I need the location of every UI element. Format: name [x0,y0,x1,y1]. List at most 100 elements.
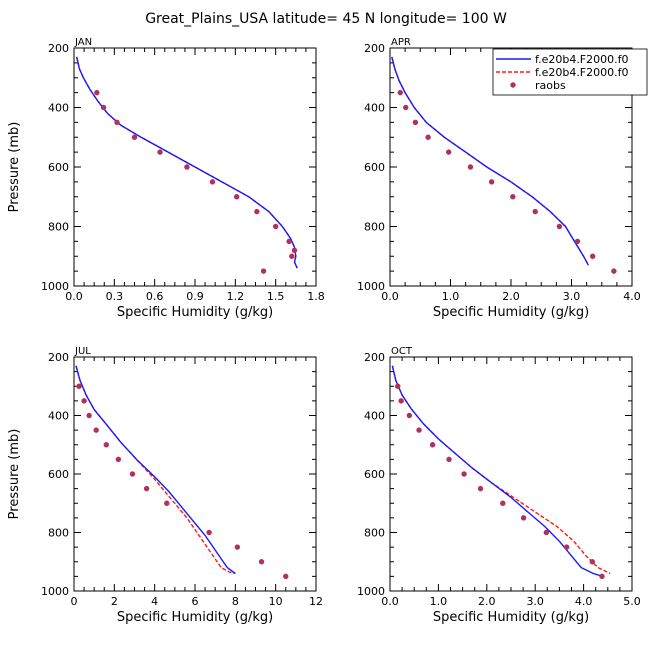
x-tick-label: 6 [192,595,199,608]
model-line-solid [75,365,236,575]
x-tick-label: 3.0 [563,290,581,303]
raobs-point [115,456,122,463]
raobs-point [129,471,136,477]
model-line-solid [391,365,604,578]
panel-jan: JAN 0.0 0.3 0.6 0.9 1.2 1.5 1.8 200 400 600 800 1000… [7,37,325,320]
y-tick-label: 800 [364,221,385,234]
y-tick-label: 1000 [41,585,69,598]
raobs-point [286,238,292,245]
y-tick-label: 1000 [357,280,385,293]
raobs-point [532,208,538,215]
y-tick-label: 800 [48,221,69,234]
raobs-point [100,104,107,111]
raobs-point [143,485,150,492]
x-axis-label: Specific Humidity (g/kg) [433,305,589,320]
x-tick-label: 12 [309,595,323,608]
raobs-point [234,544,241,550]
raobs-point [574,238,581,245]
y-tick-label: 800 [364,527,385,540]
legend-box [492,48,648,96]
raobs-point [589,559,596,565]
y-tick-label: 200 [364,351,385,364]
panel-jul: JUL 0 2 4 6 8 10 12 200 400 600 800 1000 Specific Hum… [7,346,323,625]
raobs-point [164,500,170,506]
y-axis-label: Pressure (mb) [7,429,22,520]
model-line-dashed [391,365,611,575]
x-tick-label: 1.0 [430,595,448,608]
legend-marker [510,82,516,88]
x-tick-label: 1.8 [307,290,325,303]
model-line-solid [391,56,590,266]
raobs-point [283,573,289,580]
x-tick-label: 3.0 [526,595,544,608]
y-tick-label: 600 [48,161,69,174]
raobs-point [258,559,265,565]
x-axis-label: Specific Humidity (g/kg) [433,610,589,625]
raobs-point [94,89,100,96]
raobs-point [563,544,570,550]
panel-label: APR [391,37,411,48]
legend-label: f.e20b4.F2000.f0 [535,53,629,66]
x-tick-label: 2.0 [502,290,520,303]
x-tick-label: 0.0 [381,290,399,303]
legend-label: raobs [535,79,566,92]
raobs-point [589,253,596,259]
raobs-point [93,427,99,433]
y-tick-label: 400 [364,410,385,423]
legend-label: f.e20b4.F2000.f0 [535,66,629,79]
raobs-point [254,208,260,215]
raobs-point [500,500,506,506]
raobs-point [81,398,87,404]
y-tick-label: 200 [364,42,385,55]
y-axis-label: Pressure (mb) [7,122,22,213]
x-tick-label: 5.0 [623,595,641,608]
x-tick-label: 0.9 [186,290,204,303]
raobs-point [272,223,279,230]
raobs-point [406,412,413,419]
raobs-point [461,471,467,477]
y-tick-label: 1000 [357,585,385,598]
raobs-point [477,485,484,492]
x-tick-label: 0.0 [65,290,83,303]
x-tick-label: 0 [71,595,78,608]
plot-frame [73,356,317,592]
x-tick-label: 10 [269,595,283,608]
raobs-point [398,398,404,404]
y-tick-label: 400 [48,102,69,115]
raobs-point [395,383,401,389]
model-line-dashed [75,365,236,575]
raobs-point [233,194,240,200]
raobs-point [397,89,403,96]
x-axis-label: Specific Humidity (g/kg) [117,610,273,625]
x-tick-label: 4.0 [623,290,641,303]
raobs-point [425,134,431,140]
panel-label: JUL [74,346,91,357]
y-tick-label: 600 [364,161,385,174]
raobs-point [184,164,190,170]
raobs-point [76,383,82,389]
raobs-point [403,104,409,111]
x-tick-label: 8 [232,595,239,608]
x-tick-label: 2 [111,595,118,608]
y-tick-label: 600 [364,468,385,481]
x-tick-label: 2.0 [478,595,496,608]
x-tick-label: 0.0 [381,595,399,608]
raobs-point [467,164,474,170]
raobs-point [429,442,436,448]
raobs-point [103,442,109,448]
y-tick-label: 600 [48,468,69,481]
panel-label: JAN [74,37,92,48]
raobs-point [209,179,216,185]
y-tick-label: 800 [48,527,69,540]
raobs-point [510,194,516,200]
figure-title: Great_Plains_USA latitude= 45 N longitud… [145,11,507,27]
panel-oct: OCT 0.0 1.0 2.0 3.0 4.0 5.0 200 400 600 800 1000 Spe… [357,346,641,625]
raobs-point [86,412,92,419]
plot-frame [389,356,633,592]
raobs-point [114,119,120,126]
x-tick-label: 1.5 [267,290,285,303]
y-tick-label: 1000 [41,280,69,293]
raobs-point [416,427,422,433]
